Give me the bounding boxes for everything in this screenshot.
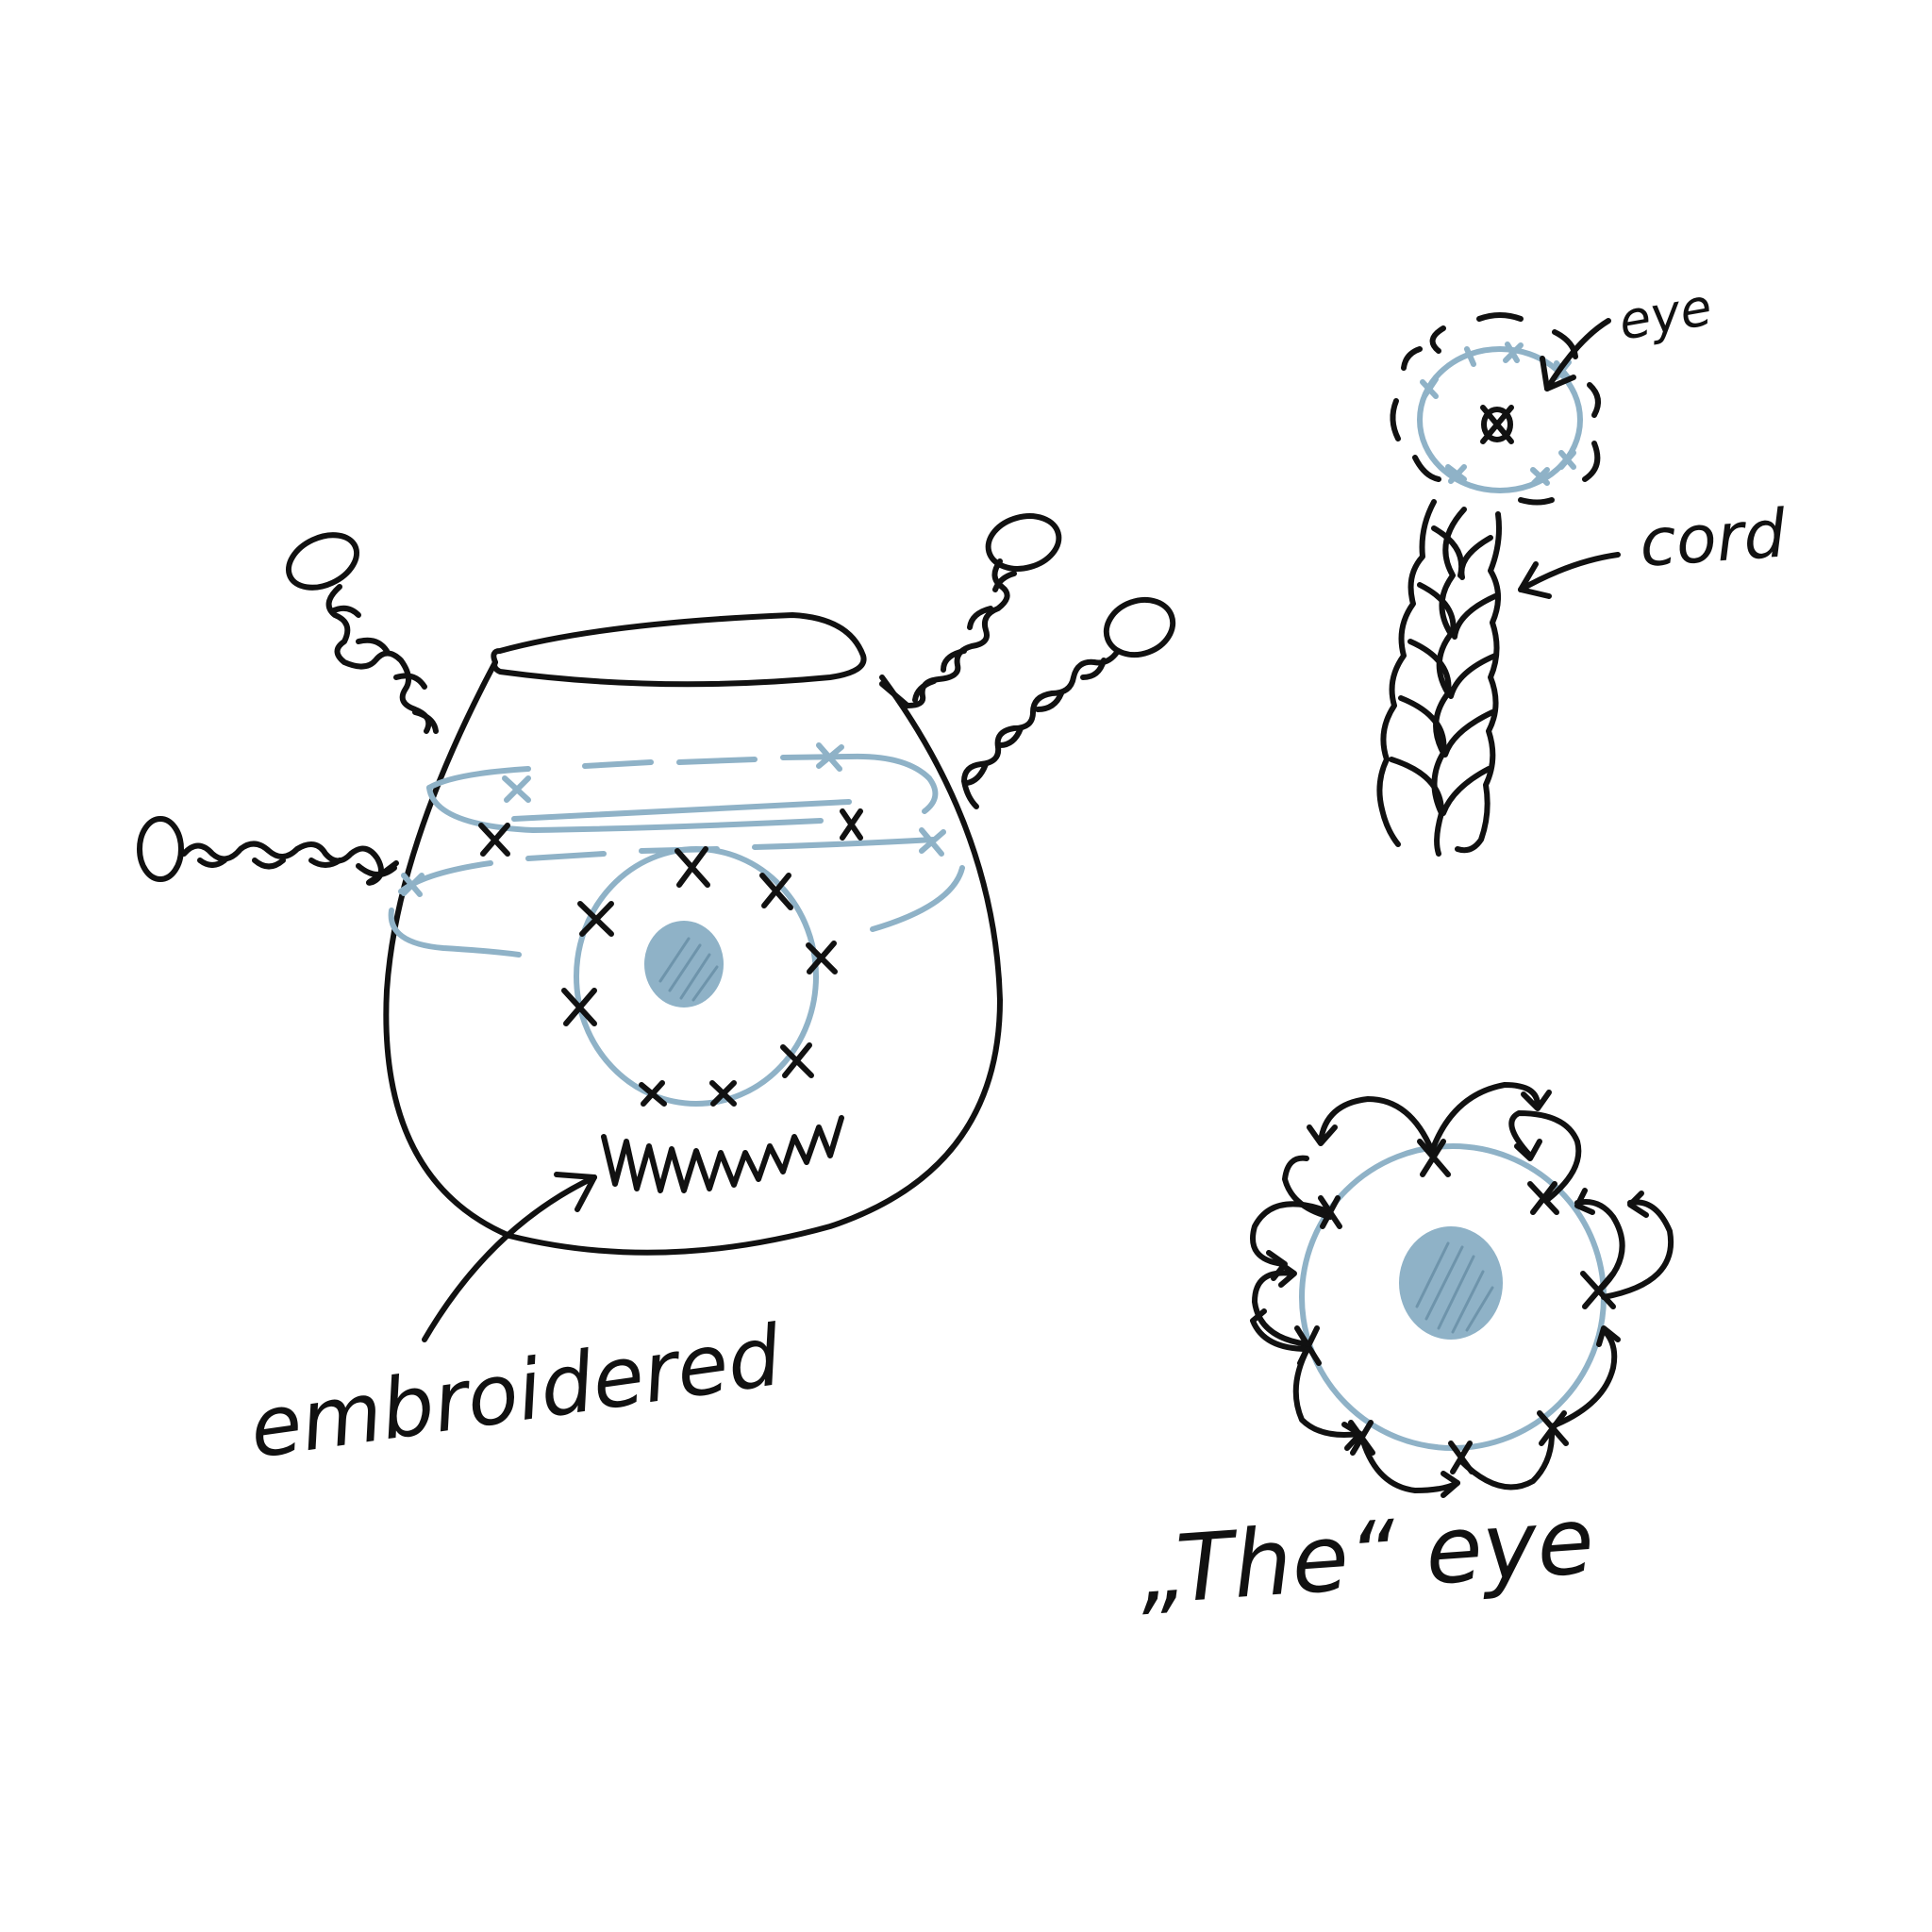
label-the-eye: „The“ eye <box>1136 1488 1598 1626</box>
detailed-eye <box>1253 1085 1671 1495</box>
chain-cord-right <box>964 591 1180 807</box>
braided-cord <box>1379 502 1499 854</box>
chain-cord-top-right <box>882 508 1065 706</box>
body-opening <box>493 615 863 684</box>
embroidered-zigzag <box>604 1118 841 1191</box>
cord-arrow <box>1521 555 1618 596</box>
detailed-eye-pupil <box>1401 1228 1501 1338</box>
label-cord: cord <box>1637 494 1788 582</box>
label-embroidered: embroidered <box>244 1307 788 1477</box>
chain-cord-left <box>140 819 396 883</box>
small-eye-detail <box>1392 315 1598 503</box>
chain-cord-top-left <box>280 525 436 731</box>
label-eye-small: eye <box>1614 277 1716 352</box>
